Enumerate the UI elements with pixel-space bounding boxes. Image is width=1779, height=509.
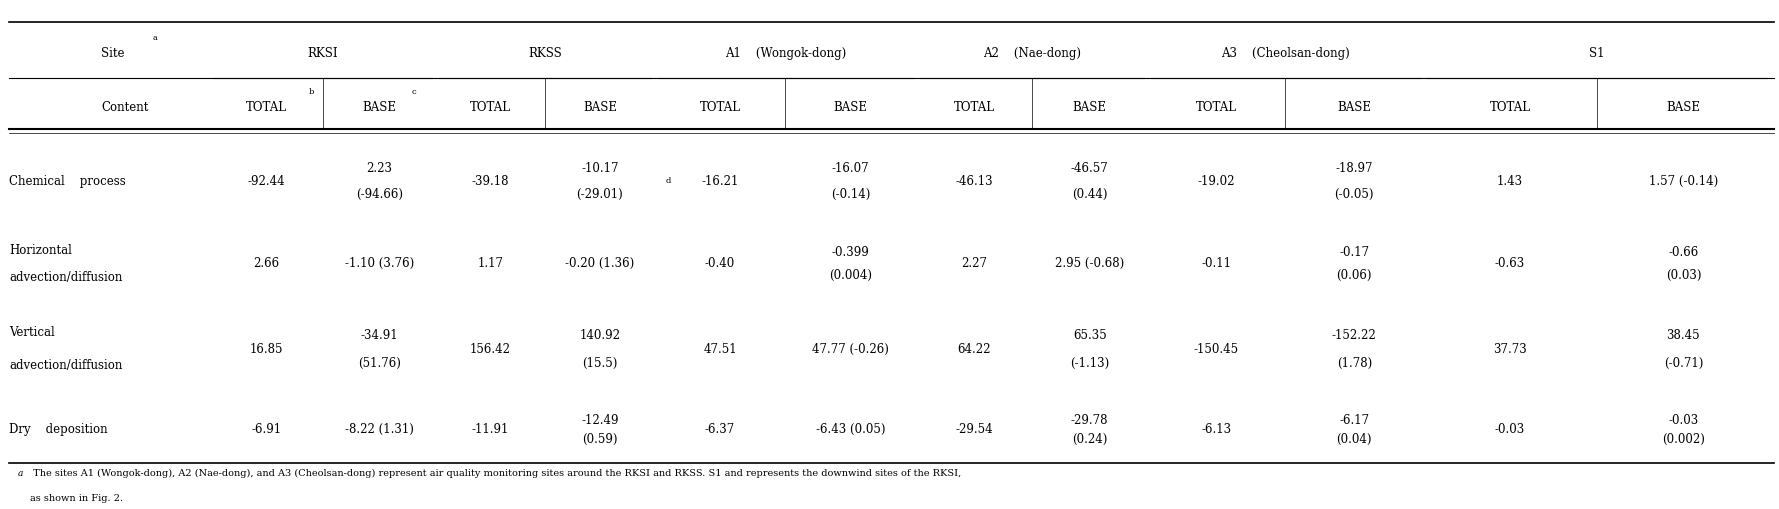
- Text: 47.77 (-0.26): 47.77 (-0.26): [813, 342, 890, 355]
- Text: -10.17: -10.17: [582, 161, 619, 174]
- Text: 2.66: 2.66: [253, 257, 279, 270]
- Text: BASE: BASE: [1338, 100, 1372, 114]
- Text: -152.22: -152.22: [1332, 328, 1377, 342]
- Text: -0.03: -0.03: [1669, 413, 1699, 426]
- Text: 38.45: 38.45: [1667, 328, 1701, 342]
- Text: -6.91: -6.91: [251, 422, 281, 435]
- Text: b: b: [310, 88, 315, 96]
- Text: BASE: BASE: [1073, 100, 1107, 114]
- Text: Content: Content: [101, 100, 149, 114]
- Text: (0.004): (0.004): [829, 268, 872, 281]
- Text: (51.76): (51.76): [358, 356, 400, 369]
- Text: 140.92: 140.92: [580, 328, 621, 342]
- Text: TOTAL: TOTAL: [470, 100, 511, 114]
- Text: BASE: BASE: [363, 100, 397, 114]
- Text: -46.57: -46.57: [1071, 161, 1108, 174]
- Text: 1.57 (-0.14): 1.57 (-0.14): [1649, 174, 1719, 187]
- Text: -0.17: -0.17: [1340, 246, 1370, 259]
- Text: -0.03: -0.03: [1494, 422, 1525, 435]
- Text: -0.63: -0.63: [1494, 257, 1525, 270]
- Text: A1    (Wongok-dong): A1 (Wongok-dong): [724, 47, 847, 60]
- Text: 2.95 (-0.68): 2.95 (-0.68): [1055, 257, 1124, 270]
- Text: -0.11: -0.11: [1201, 257, 1231, 270]
- Text: -19.02: -19.02: [1197, 174, 1235, 187]
- Text: 16.85: 16.85: [249, 342, 283, 355]
- Text: (0.44): (0.44): [1073, 187, 1107, 200]
- Text: (1.78): (1.78): [1336, 356, 1372, 369]
- Text: BASE: BASE: [834, 100, 868, 114]
- Text: 156.42: 156.42: [470, 342, 511, 355]
- Text: (0.03): (0.03): [1665, 268, 1701, 281]
- Text: (-94.66): (-94.66): [356, 187, 402, 200]
- Text: TOTAL: TOTAL: [699, 100, 740, 114]
- Text: (0.04): (0.04): [1336, 432, 1372, 445]
- Text: (-0.71): (-0.71): [1663, 356, 1703, 369]
- Text: TOTAL: TOTAL: [1195, 100, 1236, 114]
- Text: (-0.05): (-0.05): [1334, 187, 1373, 200]
- Text: 47.51: 47.51: [703, 342, 737, 355]
- Text: -18.97: -18.97: [1336, 161, 1373, 174]
- Text: -46.13: -46.13: [955, 174, 993, 187]
- Text: -16.21: -16.21: [701, 174, 738, 187]
- Text: -1.10 (3.76): -1.10 (3.76): [345, 257, 415, 270]
- Text: Vertical: Vertical: [9, 326, 55, 338]
- Text: S1: S1: [1589, 47, 1605, 60]
- Text: advection/diffusion: advection/diffusion: [9, 359, 123, 372]
- Text: -0.20 (1.36): -0.20 (1.36): [566, 257, 635, 270]
- Text: -8.22 (1.31): -8.22 (1.31): [345, 422, 415, 435]
- Text: RKSS: RKSS: [528, 47, 562, 60]
- Text: Site: Site: [101, 47, 125, 60]
- Text: 1.17: 1.17: [477, 257, 503, 270]
- Text: -6.17: -6.17: [1340, 413, 1370, 426]
- Text: -29.54: -29.54: [955, 422, 993, 435]
- Text: (-1.13): (-1.13): [1069, 356, 1110, 369]
- Text: TOTAL: TOTAL: [246, 100, 286, 114]
- Text: Chemical    process: Chemical process: [9, 174, 126, 187]
- Text: -16.07: -16.07: [833, 161, 870, 174]
- Text: Dry    deposition: Dry deposition: [9, 422, 107, 435]
- Text: 65.35: 65.35: [1073, 328, 1107, 342]
- Text: (15.5): (15.5): [582, 356, 617, 369]
- Text: (-0.14): (-0.14): [831, 187, 870, 200]
- Text: a: a: [18, 468, 23, 477]
- Text: 2.23: 2.23: [366, 161, 393, 174]
- Text: -39.18: -39.18: [471, 174, 509, 187]
- Text: -34.91: -34.91: [361, 328, 398, 342]
- Text: -11.91: -11.91: [471, 422, 509, 435]
- Text: TOTAL: TOTAL: [954, 100, 994, 114]
- Text: (0.24): (0.24): [1073, 432, 1107, 445]
- Text: (0.002): (0.002): [1662, 432, 1704, 445]
- Text: as shown in Fig. 2.: as shown in Fig. 2.: [30, 493, 123, 502]
- Text: -0.66: -0.66: [1669, 246, 1699, 259]
- Text: a: a: [153, 34, 158, 42]
- Text: -6.37: -6.37: [704, 422, 735, 435]
- Text: -29.78: -29.78: [1071, 413, 1108, 426]
- Text: (-29.01): (-29.01): [576, 187, 623, 200]
- Text: A2    (Nae-dong): A2 (Nae-dong): [982, 47, 1082, 60]
- Text: advection/diffusion: advection/diffusion: [9, 270, 123, 283]
- Text: 2.27: 2.27: [961, 257, 987, 270]
- Text: The sites A1 (Wongok-dong), A2 (Nae-dong), and A3 (Cheolsan-dong) represent air : The sites A1 (Wongok-dong), A2 (Nae-dong…: [30, 468, 961, 477]
- Text: 37.73: 37.73: [1493, 342, 1526, 355]
- Text: 1.43: 1.43: [1496, 174, 1523, 187]
- Text: -0.399: -0.399: [833, 246, 870, 259]
- Text: -12.49: -12.49: [582, 413, 619, 426]
- Text: -150.45: -150.45: [1194, 342, 1238, 355]
- Text: BASE: BASE: [1667, 100, 1701, 114]
- Text: -6.43 (0.05): -6.43 (0.05): [817, 422, 886, 435]
- Text: RKSI: RKSI: [308, 47, 338, 60]
- Text: (0.06): (0.06): [1336, 268, 1372, 281]
- Text: TOTAL: TOTAL: [1489, 100, 1530, 114]
- Text: -92.44: -92.44: [247, 174, 285, 187]
- Text: 64.22: 64.22: [957, 342, 991, 355]
- Text: A3    (Cheolsan-dong): A3 (Cheolsan-dong): [1220, 47, 1350, 60]
- Text: -6.13: -6.13: [1201, 422, 1231, 435]
- Text: BASE: BASE: [584, 100, 617, 114]
- Text: c: c: [411, 88, 416, 96]
- Text: -0.40: -0.40: [704, 257, 735, 270]
- Text: (0.59): (0.59): [582, 432, 617, 445]
- Text: d: d: [665, 177, 671, 185]
- Text: Horizontal: Horizontal: [9, 244, 71, 257]
